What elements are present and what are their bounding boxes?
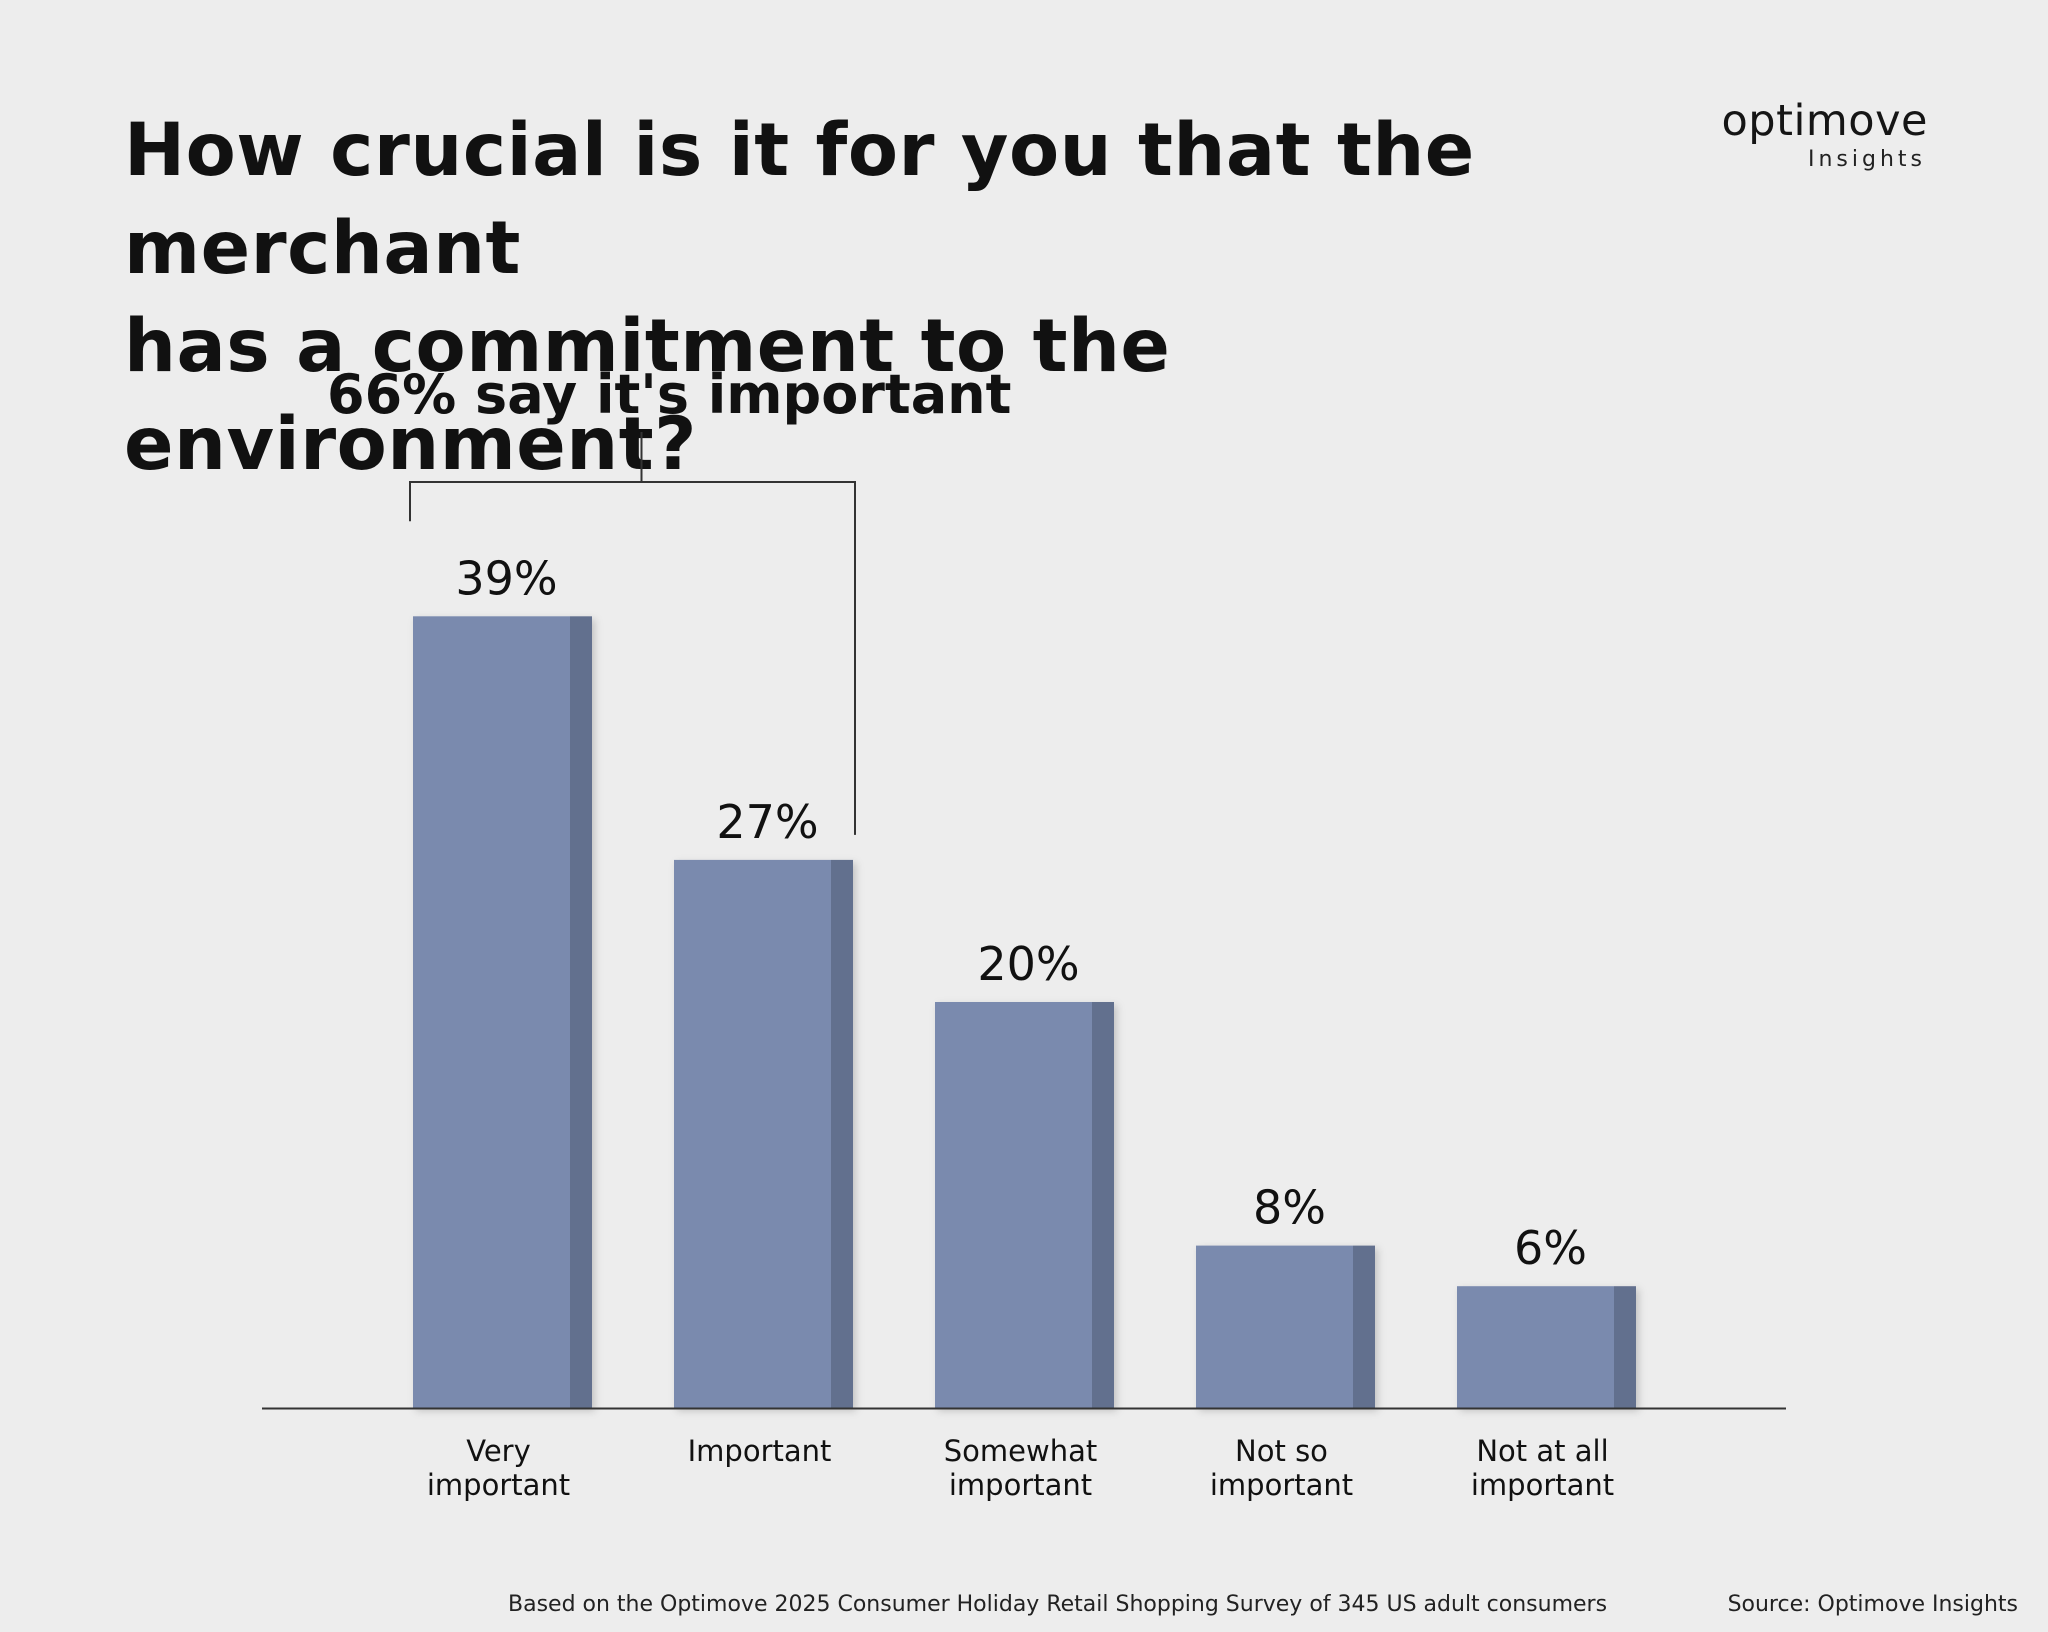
optimove-logo: optimove Insights — [1700, 96, 1940, 176]
source-note: Source: Optimove Insights — [1727, 1592, 2018, 1617]
bar — [1457, 1286, 1636, 1408]
value-label: 6% — [1514, 1221, 1587, 1275]
title-line-2: has a commitment to the environment? — [124, 304, 1171, 487]
title-line-1: How crucial is it for you that the merch… — [124, 108, 1475, 291]
footnote: Based on the Optimove 2025 Consumer Holi… — [508, 1592, 1608, 1617]
value-label: 39% — [455, 551, 557, 605]
category-label-line: Important — [688, 1434, 832, 1468]
bar-side — [1092, 1002, 1114, 1408]
category-label-line: important — [1471, 1468, 1614, 1502]
bar-side — [570, 616, 592, 1408]
bar-side — [1614, 1286, 1636, 1408]
bracket-line — [409, 432, 856, 835]
value-label: 8% — [1253, 1181, 1326, 1235]
value-label: 20% — [977, 937, 1079, 991]
category-label: Somewhat important — [944, 1434, 1097, 1502]
category-label: Important — [688, 1434, 832, 1468]
value-label: 27% — [716, 795, 818, 849]
category-label-line: important — [427, 1468, 570, 1502]
category-label-line: Very — [466, 1434, 531, 1468]
bar — [1196, 1245, 1375, 1408]
category-label-line: important — [1210, 1468, 1353, 1502]
annotation-bracket: 66% say it's important — [327, 363, 1011, 835]
category-label-line: Not at all — [1476, 1434, 1608, 1468]
bar-front — [1196, 1245, 1353, 1408]
bar-side — [1353, 1245, 1375, 1408]
annotation-label: 66% say it's important — [327, 363, 1011, 426]
category-label-line: Not so — [1235, 1434, 1328, 1468]
bar — [674, 859, 853, 1408]
category-label: Not so important — [1210, 1434, 1353, 1502]
bar — [413, 616, 592, 1408]
category-label: Not at all important — [1471, 1434, 1614, 1502]
category-label-line: Somewhat — [944, 1434, 1097, 1468]
bar-front — [935, 1002, 1092, 1408]
bars-layer — [413, 616, 1636, 1408]
bar-front — [1457, 1286, 1614, 1408]
bar-front — [674, 859, 831, 1408]
category-label: Very important — [427, 1434, 570, 1502]
logo-subtitle: Insights — [1807, 147, 1926, 172]
bar-front — [413, 616, 570, 1408]
logo-wordmark: optimove — [1721, 96, 1928, 146]
bar-side — [831, 859, 853, 1408]
bar — [935, 1002, 1114, 1408]
category-label-line: important — [949, 1468, 1092, 1502]
chart-title: How crucial is it for you that the merch… — [124, 102, 1664, 494]
